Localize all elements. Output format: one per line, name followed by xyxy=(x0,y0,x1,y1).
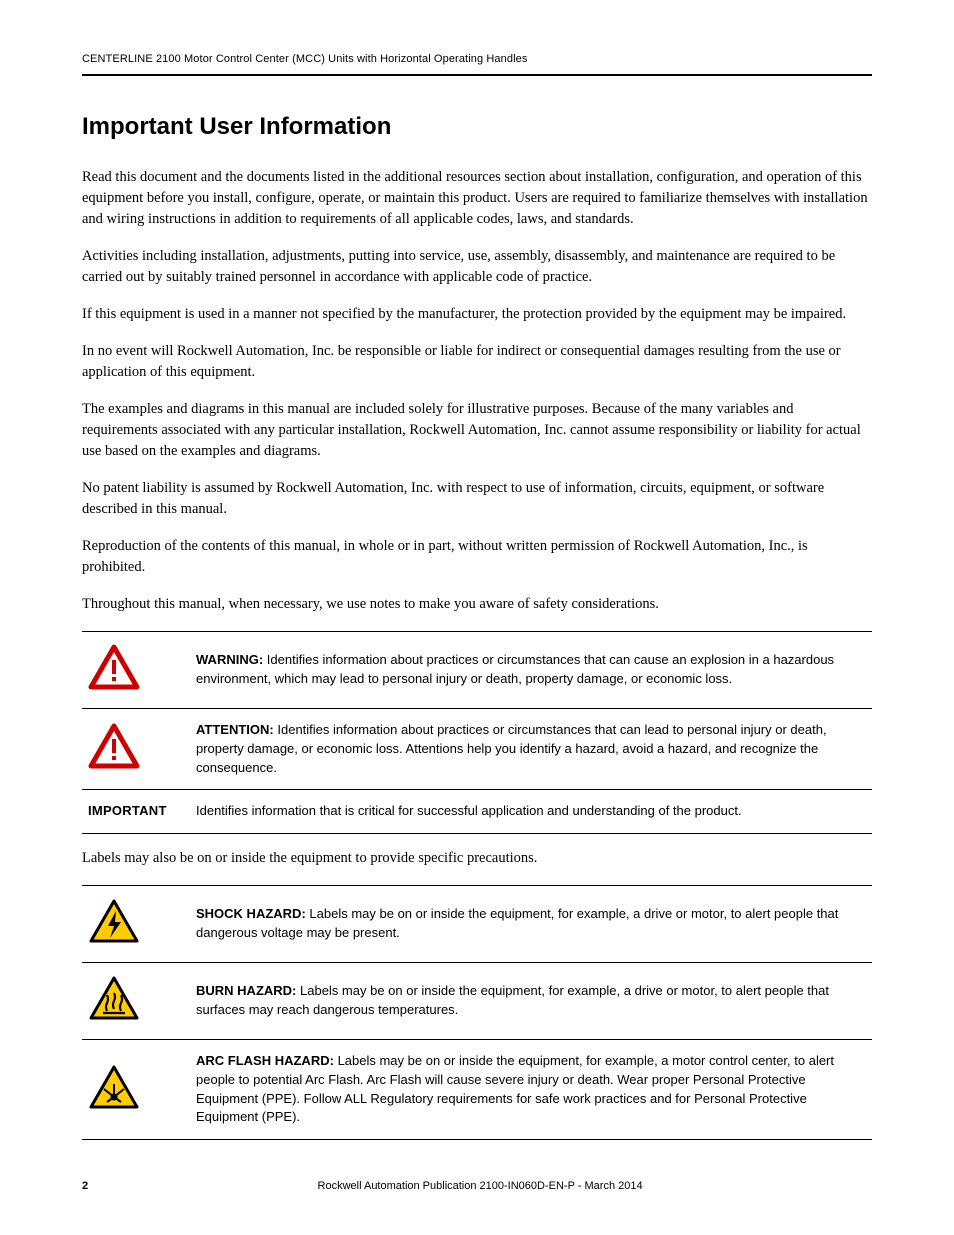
document-page: CENTERLINE 2100 Motor Control Center (MC… xyxy=(0,0,954,1235)
shock-hazard-icon xyxy=(88,898,140,944)
hazard-text-cell: WARNING: Identifies information about pr… xyxy=(190,631,872,708)
body-paragraph: Throughout this manual, when necessary, … xyxy=(82,594,872,615)
safety-notes-table-2: SHOCK HAZARD: Labels may be on or inside… xyxy=(82,885,872,1140)
table-row: ARC FLASH HAZARD: Labels may be on or in… xyxy=(82,1039,872,1139)
hazard-text-cell: Identifies information that is critical … xyxy=(190,790,872,834)
hazard-icon-cell xyxy=(82,1039,190,1139)
warning-triangle-icon xyxy=(88,723,140,769)
burn-hazard-icon xyxy=(88,975,140,1021)
safety-notes-table-1: WARNING: Identifies information about pr… xyxy=(82,631,872,834)
arc-flash-hazard-icon xyxy=(88,1064,140,1110)
body-paragraph: Reproduction of the contents of this man… xyxy=(82,536,872,578)
table-row: IMPORTANT Identifies information that is… xyxy=(82,790,872,834)
body-paragraph: Read this document and the documents lis… xyxy=(82,167,872,230)
hazard-text-cell: ARC FLASH HAZARD: Labels may be on or in… xyxy=(190,1039,872,1139)
important-label: IMPORTANT xyxy=(88,803,167,818)
hazard-label: BURN HAZARD: xyxy=(196,983,296,998)
hazard-text: Identifies information about practices o… xyxy=(196,652,834,686)
hazard-label: SHOCK HAZARD: xyxy=(196,906,306,921)
body-paragraph: Activities including installation, adjus… xyxy=(82,246,872,288)
hazard-label: ATTENTION: xyxy=(196,722,274,737)
hazard-icon-cell xyxy=(82,631,190,708)
running-head: CENTERLINE 2100 Motor Control Center (MC… xyxy=(82,52,872,76)
hazard-text-cell: SHOCK HAZARD: Labels may be on or inside… xyxy=(190,886,872,963)
publication-id: Rockwell Automation Publication 2100-IN0… xyxy=(82,1179,872,1195)
hazard-text: Identifies information about practices o… xyxy=(196,722,827,775)
hazard-text: Identifies information that is critical … xyxy=(196,803,742,818)
hazard-icon-cell xyxy=(82,886,190,963)
page-title: Important User Information xyxy=(82,110,872,145)
hazard-label: WARNING: xyxy=(196,652,263,667)
hazard-label: ARC FLASH HAZARD: xyxy=(196,1053,334,1068)
page-footer: 2 Rockwell Automation Publication 2100-I… xyxy=(82,1179,872,1195)
hazard-text-cell: BURN HAZARD: Labels may be on or inside … xyxy=(190,963,872,1040)
hazard-icon-cell: IMPORTANT xyxy=(82,790,190,834)
hazard-text-cell: ATTENTION: Identifies information about … xyxy=(190,708,872,790)
body-paragraph: No patent liability is assumed by Rockwe… xyxy=(82,478,872,520)
table-row: ATTENTION: Identifies information about … xyxy=(82,708,872,790)
hazard-icon-cell xyxy=(82,708,190,790)
body-paragraph: The examples and diagrams in this manual… xyxy=(82,399,872,462)
table-row: WARNING: Identifies information about pr… xyxy=(82,631,872,708)
table-row: SHOCK HAZARD: Labels may be on or inside… xyxy=(82,886,872,963)
page-number: 2 xyxy=(82,1179,88,1195)
body-paragraph: In no event will Rockwell Automation, In… xyxy=(82,341,872,383)
body-paragraph: If this equipment is used in a manner no… xyxy=(82,304,872,325)
warning-triangle-icon xyxy=(88,644,140,690)
table-row: BURN HAZARD: Labels may be on or inside … xyxy=(82,963,872,1040)
hazard-icon-cell xyxy=(82,963,190,1040)
body-paragraph: Labels may also be on or inside the equi… xyxy=(82,848,872,869)
